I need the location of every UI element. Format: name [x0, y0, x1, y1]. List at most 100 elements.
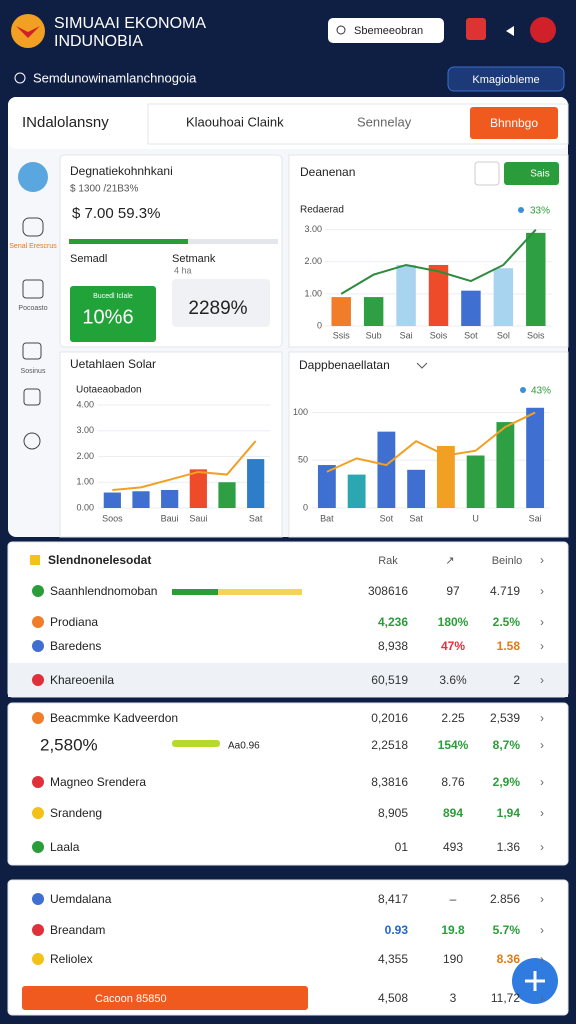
row-cell: 3 [450, 991, 457, 1005]
summary-sub: $ 1300 /21B3% [70, 184, 138, 195]
row-label: Magneo Srendera [50, 775, 146, 789]
row-note: Aa0.96 [228, 741, 260, 752]
chevron: › [540, 991, 544, 1005]
x-tick-label: Sot [380, 513, 394, 523]
row-label: Laala [50, 840, 80, 854]
row-label: Baredens [50, 639, 101, 653]
bar [466, 455, 485, 508]
x-tick-label: Bat [320, 513, 334, 523]
chevron: › [540, 639, 544, 653]
x-tick-label: U [472, 513, 479, 523]
bar [247, 459, 265, 508]
logo-mark [16, 26, 40, 38]
y-tick-label: 0 [303, 502, 308, 512]
row-label: Breandam [50, 923, 105, 937]
chevron: › [540, 738, 544, 752]
y-tick-label: 3.00 [76, 425, 94, 435]
chevron: › [540, 892, 544, 906]
y-tick-label: 4.00 [76, 399, 94, 409]
footer-bar[interactable] [22, 986, 308, 1010]
column-header: ↗ [445, 555, 454, 567]
search-box[interactable] [328, 18, 444, 43]
x-tick-label: Sat [249, 513, 263, 523]
chevron: › [540, 840, 544, 854]
row-cell: 1.36 [497, 840, 521, 854]
table-card [7, 879, 569, 1016]
bar [461, 290, 481, 326]
bar [132, 491, 150, 508]
toolbar-filter[interactable]: Sennelay [357, 114, 412, 129]
row-cell: 47% [441, 639, 465, 653]
row-cell: 2 [513, 673, 520, 687]
row-icon [32, 924, 44, 936]
bar [161, 489, 179, 508]
side-icon[interactable] [22, 279, 44, 299]
side-icon[interactable] [22, 217, 44, 237]
y-tick-label: 3.00 [304, 224, 322, 234]
row-bar [172, 589, 302, 595]
chart-title: Dappbenaellatan [299, 358, 390, 372]
row-cell: 4.719 [490, 584, 520, 598]
search-icon [336, 25, 346, 35]
bar [496, 422, 515, 508]
row-cell: 3.6% [439, 673, 467, 687]
bar [363, 297, 384, 326]
chart-title: Uetahlaen Solar [70, 357, 156, 371]
row-cell: 8,905 [378, 806, 408, 820]
banner-icon [14, 72, 26, 84]
x-tick-label: Sub [366, 330, 382, 340]
bar [347, 474, 366, 508]
side-icon[interactable] [22, 342, 42, 360]
row-cell: 2,539 [490, 711, 520, 725]
kpi-green [70, 286, 156, 342]
table-header: Slendnonelesodat [48, 553, 151, 567]
column-header: Rak [378, 555, 398, 567]
header-icon [30, 555, 40, 565]
row-cell: 19.8 [441, 923, 465, 937]
summary-left-label: Semadl [70, 253, 107, 265]
x-tick-label: Sot [464, 330, 478, 340]
back-icon[interactable] [506, 26, 514, 36]
notif-icon[interactable] [466, 18, 486, 40]
line [112, 440, 257, 491]
toolbar-title: INdalolansny [22, 114, 109, 131]
side-label: Pocoasto [18, 305, 47, 312]
column-header: Beinlo [492, 555, 523, 567]
row-cell: 8.36 [497, 952, 521, 966]
row-cell: 8.76 [441, 775, 465, 789]
bar [526, 407, 545, 508]
row-label: 2,580% [40, 735, 98, 754]
row-icon [32, 841, 44, 853]
banner-button[interactable] [447, 66, 565, 92]
x-tick-label: Saui [189, 513, 207, 523]
side-label: Senal Erescrus [9, 243, 57, 250]
row-label: Beacmmke Kadveerdon [50, 711, 178, 725]
toolbar-button[interactable] [470, 107, 558, 139]
row-icon [32, 674, 44, 686]
summary-value: $ 7.00 59.3% [72, 205, 160, 222]
bar [189, 469, 207, 508]
row-label: Cacoon 85850 [95, 993, 167, 1005]
side-icon[interactable] [23, 388, 41, 406]
chart-tool[interactable] [474, 161, 500, 186]
profile-icon[interactable] [530, 17, 556, 43]
chart-badge: 43% [531, 386, 551, 397]
dropdown[interactable] [416, 362, 428, 369]
row-cell: 97 [446, 584, 460, 598]
side-icon[interactable] [23, 432, 41, 450]
bar [493, 268, 514, 326]
x-tick-label: Baui [161, 513, 179, 523]
bar [428, 264, 449, 326]
y-tick-label: 1.00 [76, 477, 94, 487]
chart-button[interactable] [504, 162, 559, 185]
row-cell: 8,938 [378, 639, 408, 653]
x-tick-label: Sai [400, 330, 413, 340]
side-label: Sosinus [21, 368, 46, 375]
row-cell: 8,3816 [371, 775, 408, 789]
row-cell: 11,72 [491, 991, 520, 1005]
chevron: › [540, 584, 544, 598]
row-label: Reliolex [50, 952, 93, 966]
row-label: Prodiana [50, 615, 98, 629]
